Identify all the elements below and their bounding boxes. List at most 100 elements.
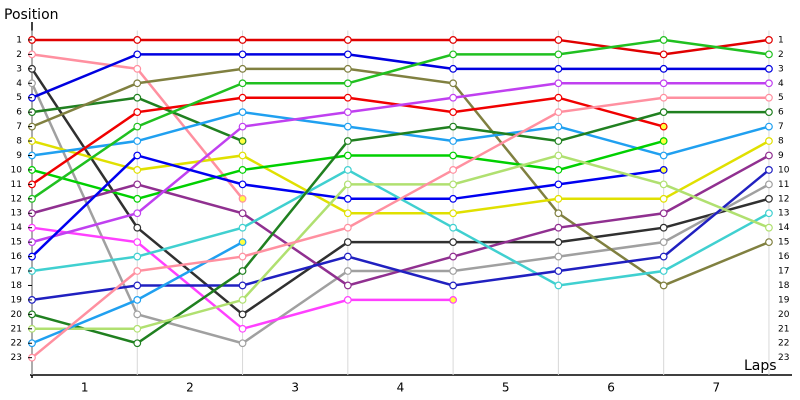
series-line xyxy=(31,38,770,200)
point xyxy=(554,108,563,117)
point xyxy=(238,223,247,232)
y-tick-label-right: 2 xyxy=(778,50,784,60)
point xyxy=(659,194,668,203)
x-tick-label: 3 xyxy=(291,381,299,395)
y-tick-label: 23 xyxy=(11,353,22,363)
point xyxy=(449,252,458,261)
point xyxy=(554,151,563,160)
point xyxy=(449,79,458,88)
point xyxy=(133,339,142,348)
y-tick-label-right: 10 xyxy=(778,165,790,175)
point xyxy=(554,194,563,203)
point xyxy=(449,209,458,218)
point xyxy=(133,223,142,232)
point xyxy=(765,137,773,145)
y-tick-label-right: 6 xyxy=(778,108,784,118)
point xyxy=(343,137,352,145)
point xyxy=(765,238,773,247)
point xyxy=(238,122,247,131)
point xyxy=(238,281,247,290)
y-tick-label: 6 xyxy=(16,108,22,118)
point xyxy=(554,50,563,59)
y-tick-label: 18 xyxy=(11,281,23,291)
y-tick-label: 9 xyxy=(16,151,22,161)
y-axis-title: Position xyxy=(4,7,59,23)
point xyxy=(449,93,458,102)
point xyxy=(343,281,352,290)
point xyxy=(449,223,458,232)
point xyxy=(554,238,563,247)
point xyxy=(343,238,352,247)
point xyxy=(659,223,668,232)
point xyxy=(449,296,458,304)
series-line xyxy=(31,53,769,99)
y-tick-label: 19 xyxy=(11,295,23,305)
x-tick-label: 7 xyxy=(712,381,720,395)
series-line xyxy=(31,67,770,287)
point xyxy=(659,93,668,102)
y-tick-label-right: 22 xyxy=(778,339,789,349)
point xyxy=(765,93,773,102)
point xyxy=(554,36,563,44)
point xyxy=(449,64,458,73)
point xyxy=(133,137,142,145)
point xyxy=(238,79,247,88)
point xyxy=(554,79,563,88)
point xyxy=(238,209,247,218)
y-tick-label-right: 20 xyxy=(778,310,790,320)
point xyxy=(554,64,563,73)
point xyxy=(659,281,668,290)
point xyxy=(449,50,458,59)
point xyxy=(238,93,247,102)
y-tick-label-right: 16 xyxy=(778,252,790,262)
y-tick-label-right: 9 xyxy=(778,151,784,161)
point xyxy=(554,209,563,218)
point xyxy=(659,36,668,44)
y-tick-label: 12 xyxy=(11,194,22,204)
point xyxy=(133,50,142,59)
y-tick-label-right: 21 xyxy=(778,324,789,334)
point xyxy=(133,209,142,218)
point xyxy=(449,108,458,117)
point xyxy=(133,108,142,117)
point xyxy=(449,137,458,145)
point xyxy=(659,252,668,261)
point xyxy=(238,252,247,261)
point xyxy=(343,252,352,261)
point xyxy=(343,166,352,174)
point xyxy=(449,151,458,160)
point xyxy=(238,36,247,44)
y-tick-label-right: 17 xyxy=(778,267,789,277)
series-line xyxy=(30,68,770,316)
point xyxy=(554,180,563,189)
point xyxy=(343,122,352,131)
point xyxy=(133,238,142,247)
y-tick-label: 20 xyxy=(11,310,23,320)
y-tick-label-right: 15 xyxy=(778,238,789,248)
point xyxy=(554,267,563,275)
x-tick-label: 6 xyxy=(607,381,615,395)
point xyxy=(133,151,142,160)
y-tick-label: 4 xyxy=(16,79,22,89)
point xyxy=(449,267,458,275)
y-tick-label-right: 19 xyxy=(778,295,790,305)
y-tick-label-right: 12 xyxy=(778,194,789,204)
point xyxy=(659,166,668,174)
point xyxy=(554,252,563,261)
y-tick-label: 13 xyxy=(11,209,22,219)
point xyxy=(238,339,247,348)
point xyxy=(659,209,668,218)
y-tick-label-right: 14 xyxy=(778,223,790,233)
point xyxy=(133,267,142,275)
point xyxy=(765,50,773,59)
point xyxy=(765,223,773,232)
y-tick-label: 21 xyxy=(11,324,22,334)
point xyxy=(238,64,247,73)
point xyxy=(133,194,142,203)
point xyxy=(238,267,247,275)
point xyxy=(449,166,458,174)
point xyxy=(133,64,142,73)
x-axis-title: Laps xyxy=(744,358,777,374)
point xyxy=(659,151,668,160)
point xyxy=(238,151,247,160)
